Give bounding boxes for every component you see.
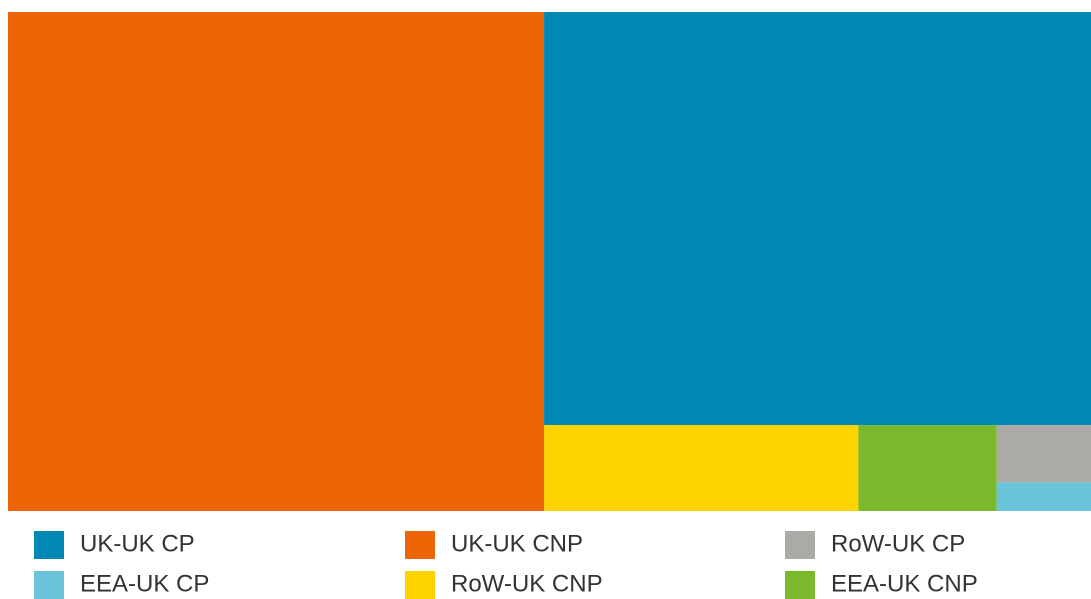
treemap-cell bbox=[996, 482, 1091, 511]
legend-swatch bbox=[405, 571, 435, 599]
legend-swatch bbox=[785, 571, 815, 599]
treemap-cell bbox=[544, 425, 859, 511]
legend-label: UK-UK CNP bbox=[451, 530, 583, 557]
legend-swatch bbox=[785, 531, 815, 559]
legend-swatch bbox=[34, 571, 64, 599]
treemap-cell bbox=[858, 425, 997, 511]
legend-label: RoW-UK CNP bbox=[451, 570, 603, 597]
legend-label: EEA-UK CP bbox=[80, 570, 209, 597]
legend-swatch bbox=[34, 531, 64, 559]
legend-label: RoW-UK CP bbox=[831, 530, 965, 557]
treemap-cell bbox=[8, 12, 545, 511]
legend-label: UK-UK CP bbox=[80, 530, 195, 557]
legend-swatch bbox=[405, 531, 435, 559]
legend-label: EEA-UK CNP bbox=[831, 570, 978, 597]
treemap-cell bbox=[544, 12, 1091, 426]
treemap-cell bbox=[996, 425, 1091, 483]
